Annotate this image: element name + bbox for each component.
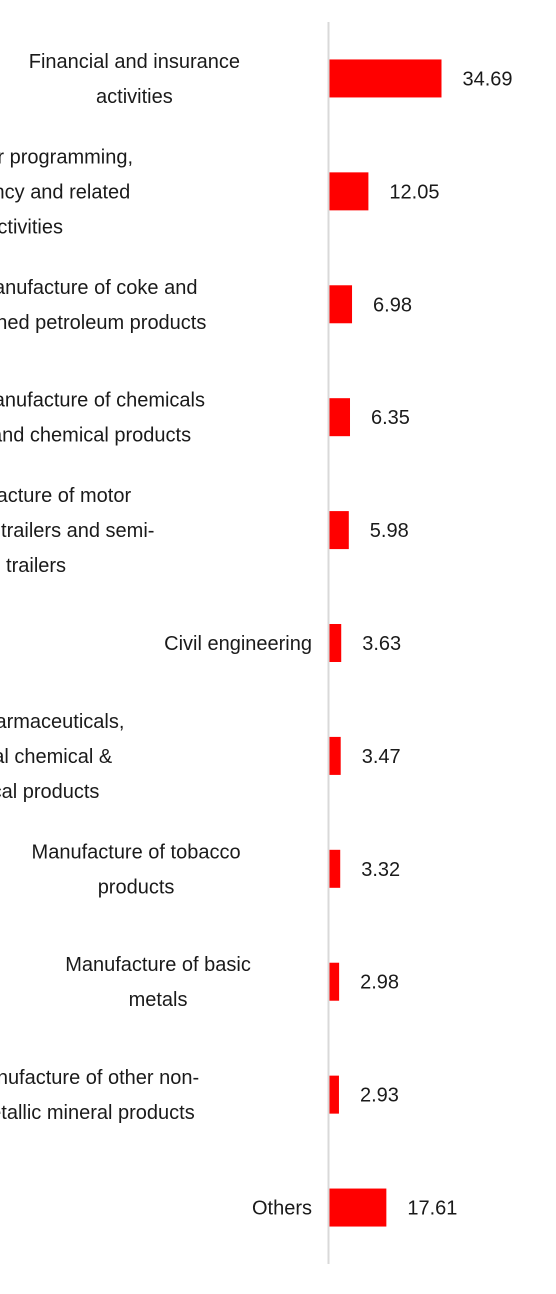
category-label-line: Others (252, 1198, 312, 1220)
category-label-line: Manufacture of motor (0, 485, 131, 507)
bars-group (329, 59, 442, 1227)
bar (329, 511, 349, 550)
category-label-line: Computer programming, (0, 146, 133, 168)
bar (329, 285, 353, 324)
category-label-line: refined petroleum products (0, 312, 206, 334)
category-label: Others (252, 1198, 312, 1220)
data-label: 5.98 (370, 520, 409, 542)
bar (329, 398, 351, 437)
category-label-line: activities (96, 86, 173, 108)
data-label: 3.47 (362, 746, 401, 768)
value-labels-group: 34.69 12.05 6.98 6.35 5.98 3.63 3.47 3.32 2.98 2.… (360, 68, 513, 1219)
category-label-line: Mfg of pharmaceuticals, (0, 711, 124, 733)
category-label-line: Manufacture of basic (65, 954, 251, 976)
bar (329, 849, 341, 888)
category-label-line: Manufacture of other non- (0, 1067, 199, 1089)
bar (329, 1188, 387, 1227)
category-label: Manufacture of tobacco products (32, 841, 241, 898)
category-label-line: metals (129, 989, 188, 1011)
category-labels-group: Financial and insuranceactivitiesCompute… (0, 51, 312, 1220)
category-label-line: Financial and insurance (29, 51, 240, 73)
category-label-line: Civil engineering (164, 633, 312, 655)
category-label: Manufacture of other non-metallic minera… (0, 1067, 199, 1124)
data-label: 3.63 (362, 633, 401, 655)
bar (329, 736, 341, 775)
category-label: Financial and insurance activities (29, 51, 240, 108)
category-label: Manufacture of basic metals (65, 954, 251, 1011)
category-label-line: medicinal chemical & (0, 746, 113, 768)
data-label: 17.61 (407, 1198, 457, 1220)
bar (329, 59, 442, 98)
bar (329, 1075, 339, 1114)
category-label-line: consultancy and related (0, 181, 130, 203)
data-label: 34.69 (463, 68, 513, 90)
category-label-line: botanical products (0, 781, 99, 803)
category-label-line: trailers (6, 555, 66, 577)
bar (329, 172, 369, 211)
data-label: 2.98 (360, 972, 399, 994)
category-label: Manufacture of chemicals and chemical pro… (0, 390, 205, 447)
category-label-line: and chemical products (0, 425, 191, 447)
category-label-line: products (98, 876, 175, 898)
category-label: Civil engineering (164, 633, 312, 655)
category-label-line: Manufacture of chemicals (0, 390, 205, 412)
data-label: 12.05 (389, 181, 439, 203)
bar (329, 624, 342, 662)
category-label-line: Manufacture of coke and (0, 277, 197, 299)
data-label: 2.93 (360, 1085, 399, 1107)
category-label-line: metallic mineral products (0, 1102, 195, 1124)
category-label: Computer programming, consultancy and rel… (0, 146, 133, 238)
bar (329, 962, 340, 1001)
category-label-line: activities (0, 216, 63, 238)
category-label-line: vehicles, trailers and semi- (0, 520, 154, 542)
data-label: 6.98 (373, 294, 412, 316)
category-label: Mfg of pharmaceuticals, medicinal chemica… (0, 711, 124, 803)
data-label: 3.32 (361, 859, 400, 881)
category-label: Manufacture of motor vehicles, trailers a… (0, 485, 154, 577)
category-label-line: Manufacture of tobacco (32, 841, 241, 863)
category-label: Manufacture of coke and refined petroleum… (0, 277, 206, 334)
data-label: 6.35 (371, 407, 410, 429)
